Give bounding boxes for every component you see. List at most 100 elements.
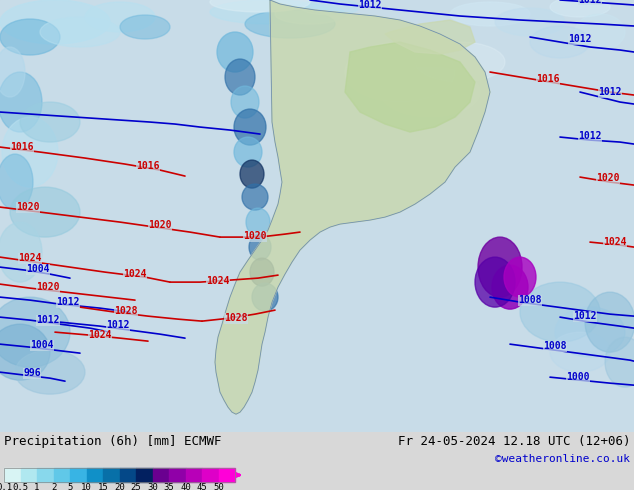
- Ellipse shape: [120, 15, 170, 39]
- Polygon shape: [215, 0, 490, 414]
- Text: 25: 25: [131, 483, 141, 490]
- Text: 1016: 1016: [136, 161, 160, 171]
- Ellipse shape: [0, 297, 70, 367]
- Text: 1028: 1028: [114, 306, 138, 316]
- Text: 1008: 1008: [543, 341, 567, 351]
- Text: 1016: 1016: [536, 74, 560, 84]
- Ellipse shape: [242, 184, 268, 210]
- Bar: [20, 468, 37, 482]
- Ellipse shape: [234, 109, 266, 145]
- Text: 35: 35: [164, 483, 174, 490]
- Text: 50: 50: [213, 483, 224, 490]
- Text: 1020: 1020: [596, 173, 620, 183]
- Ellipse shape: [234, 137, 262, 167]
- Ellipse shape: [555, 307, 625, 357]
- Bar: [186, 468, 202, 482]
- Bar: [169, 468, 186, 482]
- Text: 1020: 1020: [36, 282, 60, 292]
- Ellipse shape: [15, 350, 85, 394]
- Ellipse shape: [210, 0, 330, 24]
- Text: 1024: 1024: [18, 253, 42, 263]
- Text: 20: 20: [114, 483, 125, 490]
- Text: 45: 45: [197, 483, 207, 490]
- Ellipse shape: [225, 59, 255, 95]
- Text: 1028: 1028: [224, 313, 248, 323]
- Bar: [70, 468, 86, 482]
- Ellipse shape: [450, 2, 530, 26]
- Bar: [37, 468, 53, 482]
- Ellipse shape: [0, 19, 60, 55]
- Ellipse shape: [550, 332, 610, 372]
- Text: 1024: 1024: [88, 330, 112, 340]
- Ellipse shape: [550, 0, 610, 17]
- Bar: [86, 468, 103, 482]
- Ellipse shape: [520, 282, 600, 342]
- Bar: [153, 468, 169, 482]
- Text: 1004: 1004: [30, 340, 54, 350]
- Ellipse shape: [0, 72, 42, 132]
- Ellipse shape: [575, 14, 625, 50]
- Text: 1020: 1020: [16, 202, 40, 212]
- Text: 1012: 1012: [578, 0, 602, 5]
- Text: 40: 40: [180, 483, 191, 490]
- Text: 1: 1: [34, 483, 40, 490]
- Text: 1012: 1012: [107, 320, 130, 330]
- Ellipse shape: [240, 160, 264, 188]
- Ellipse shape: [492, 265, 528, 309]
- Ellipse shape: [2, 117, 58, 187]
- Text: Fr 24-05-2024 12.18 UTC (12+06): Fr 24-05-2024 12.18 UTC (12+06): [398, 435, 630, 448]
- Bar: [202, 468, 219, 482]
- Bar: [103, 468, 119, 482]
- Text: 30: 30: [147, 483, 158, 490]
- Text: 1016: 1016: [10, 142, 34, 152]
- Bar: [53, 468, 70, 482]
- Bar: [136, 468, 153, 482]
- Text: 0.1: 0.1: [0, 483, 12, 490]
- Ellipse shape: [504, 257, 536, 297]
- Bar: [219, 468, 235, 482]
- Polygon shape: [385, 20, 475, 54]
- Text: 1020: 1020: [148, 220, 172, 230]
- Text: 2: 2: [51, 483, 56, 490]
- Text: 0.5: 0.5: [13, 483, 29, 490]
- Polygon shape: [345, 42, 475, 132]
- Text: 1024: 1024: [123, 269, 146, 279]
- Text: 1004: 1004: [26, 264, 49, 274]
- Ellipse shape: [475, 257, 515, 307]
- Ellipse shape: [249, 234, 271, 260]
- Bar: [119, 468, 136, 482]
- Ellipse shape: [415, 42, 505, 82]
- Ellipse shape: [40, 17, 120, 47]
- Text: 1024: 1024: [603, 237, 627, 247]
- Ellipse shape: [246, 208, 270, 236]
- Text: 1008: 1008: [518, 295, 541, 305]
- Ellipse shape: [0, 47, 25, 97]
- Text: 1020: 1020: [243, 231, 267, 241]
- Ellipse shape: [245, 10, 335, 38]
- Bar: [4, 468, 20, 482]
- Text: 10: 10: [81, 483, 92, 490]
- Text: Precipitation (6h) [mm] ECMWF: Precipitation (6h) [mm] ECMWF: [4, 435, 221, 448]
- Ellipse shape: [20, 102, 80, 142]
- Text: 1012: 1012: [578, 131, 602, 141]
- Ellipse shape: [478, 237, 522, 297]
- Ellipse shape: [275, 4, 345, 24]
- Ellipse shape: [217, 32, 253, 72]
- Ellipse shape: [231, 86, 259, 118]
- Ellipse shape: [250, 258, 274, 286]
- Ellipse shape: [10, 187, 80, 237]
- Text: 1012: 1012: [573, 311, 597, 321]
- Ellipse shape: [210, 0, 310, 12]
- Text: 1012: 1012: [568, 34, 592, 44]
- Text: 996: 996: [23, 368, 41, 378]
- Ellipse shape: [0, 0, 110, 44]
- Ellipse shape: [0, 154, 33, 210]
- Text: 1000: 1000: [566, 372, 590, 382]
- Ellipse shape: [605, 337, 634, 387]
- Ellipse shape: [530, 26, 590, 58]
- Text: 1012: 1012: [56, 297, 80, 307]
- Text: 1012: 1012: [358, 0, 382, 10]
- Ellipse shape: [252, 283, 278, 311]
- Text: 1024: 1024: [206, 276, 230, 286]
- Ellipse shape: [300, 0, 360, 15]
